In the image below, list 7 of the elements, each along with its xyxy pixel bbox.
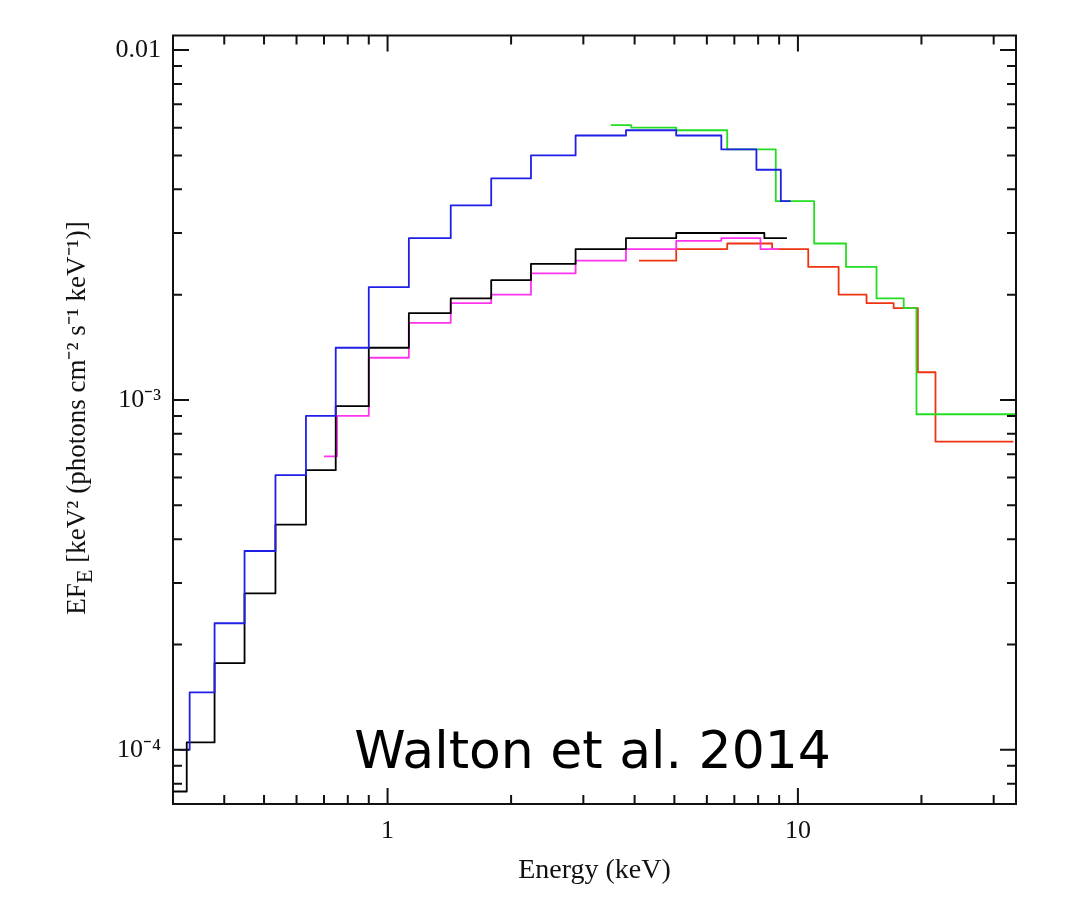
x-tick-label: 1 bbox=[381, 815, 395, 845]
y-tick-label: 0.01 bbox=[115, 33, 161, 63]
x-axis-title: Energy (keV) bbox=[518, 852, 671, 884]
y-tick-label: 10⁻⁴ bbox=[116, 733, 161, 763]
y-tick-label: 10⁻³ bbox=[118, 383, 162, 413]
x-tick-label: 10 bbox=[784, 815, 811, 845]
annotation: Walton et al. 2014 bbox=[354, 720, 831, 780]
